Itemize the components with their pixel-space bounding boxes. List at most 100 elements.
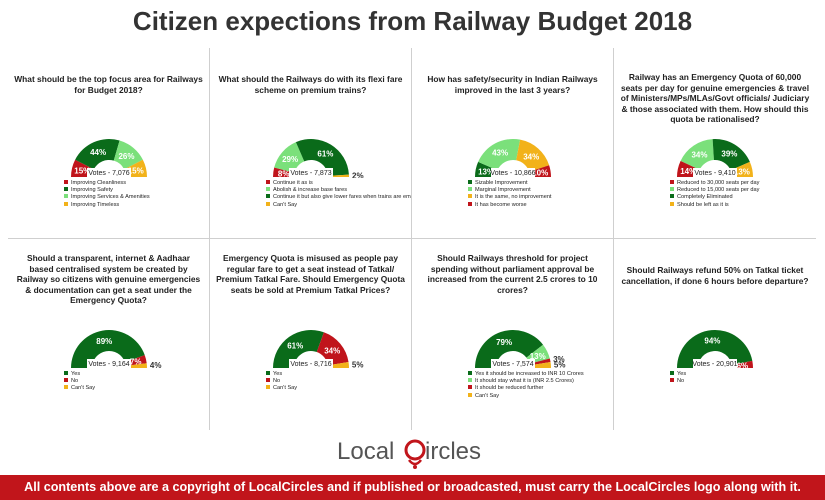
gauge-slice xyxy=(273,330,324,368)
poll-question: Railway has an Emergency Quota of 60,000… xyxy=(620,72,810,124)
legend-label: Can't Say xyxy=(273,201,298,208)
gauge-chart: 15% 44% 26% 15%Votes - 7,076 xyxy=(71,139,147,177)
poll-question: Should Railways threshold for project sp… xyxy=(427,253,598,295)
legend-label: Yes xyxy=(71,371,81,377)
votes-backdrop xyxy=(289,359,333,368)
chart-legend: Yes No Can't Say xyxy=(266,371,297,393)
poll-question: Emergency Quota is misused as people pay… xyxy=(216,253,405,295)
legend-swatch xyxy=(468,378,472,383)
legend-item: It should stay what it is (INR 2.5 Crore… xyxy=(468,378,584,385)
slice-percent-label: 3% xyxy=(553,355,565,364)
legend-swatch xyxy=(468,187,472,192)
votes-label: Votes - 20,901 xyxy=(692,361,737,368)
poll-panel-2: What should the Railways do with its fle… xyxy=(210,48,412,239)
chart-legend: Continue it as is Abolish & increase base… xyxy=(266,180,412,209)
poll-panel-1: What should be the top focus area for Ra… xyxy=(8,48,210,239)
poll-panel-3: How has safety/security in Indian Railwa… xyxy=(412,48,614,239)
legend-item: Improving Cleanliness xyxy=(64,180,150,187)
legend-swatch xyxy=(64,187,68,192)
legend-label: No xyxy=(677,378,685,385)
gauge-slice xyxy=(113,140,143,170)
legend-item: It is the same, no improvement xyxy=(468,194,551,201)
slice-percent-label: 2% xyxy=(352,172,364,178)
gauge-slice xyxy=(475,329,544,368)
legend-swatch xyxy=(266,180,270,184)
gauge-slice xyxy=(731,360,753,368)
gauge-slice xyxy=(125,363,147,368)
legend-swatch xyxy=(64,194,68,199)
legend-label: Continue it as is xyxy=(273,180,313,186)
legend-item: Yes xyxy=(266,371,297,378)
slice-percent-label: 39% xyxy=(721,150,737,159)
slice-percent-label: 8% xyxy=(278,170,290,178)
slice-percent-label: 94% xyxy=(704,337,720,346)
slice-percent-label: 4% xyxy=(150,361,162,369)
votes-backdrop xyxy=(491,359,535,368)
votes-label: Votes - 7,574 xyxy=(492,361,533,368)
legend-item: Yes xyxy=(670,371,686,378)
legend-item: Improving Services & Amenities xyxy=(64,194,150,201)
slice-percent-label: 44% xyxy=(90,148,106,157)
legend-swatch xyxy=(670,201,674,206)
legend-item: No xyxy=(670,378,686,385)
votes-backdrop xyxy=(87,168,131,177)
legend-swatch xyxy=(468,371,472,375)
legend-item: It should be reduced further xyxy=(468,385,584,392)
legend-swatch xyxy=(468,201,472,206)
legend-swatch xyxy=(670,180,674,184)
poll-question: What should the Railways do with its fle… xyxy=(218,74,403,95)
slice-percent-label: 10% xyxy=(532,169,548,178)
gauge-slice xyxy=(316,332,349,366)
legend-item: Yes it should be increased to INR 10 Cro… xyxy=(468,371,584,378)
legend-label: Improving Services & Amenities xyxy=(71,194,150,201)
legend-item: Abolish & increase base fares xyxy=(266,187,411,194)
legend-swatch xyxy=(670,371,674,375)
slice-percent-label: 15% xyxy=(128,167,144,176)
gauge-slice xyxy=(295,139,349,176)
legend-swatch xyxy=(468,385,472,390)
slice-percent-label: 15% xyxy=(74,167,90,176)
poll-panel-6: Emergency Quota is misused as people pay… xyxy=(210,239,412,430)
slice-percent-label: 34% xyxy=(324,347,340,356)
gauge-slice xyxy=(327,362,349,368)
slice-percent-label: 43% xyxy=(492,149,508,158)
slice-percent-label: 5% xyxy=(352,361,364,370)
legend-swatch xyxy=(670,194,674,199)
votes-backdrop xyxy=(491,168,535,177)
legend-swatch xyxy=(266,371,270,375)
slice-percent-label: 34% xyxy=(691,150,707,159)
page-title: Citizen expections from Railway Budget 2… xyxy=(132,6,693,36)
legend-label: Should be left as it is xyxy=(677,201,729,208)
legend-swatch xyxy=(468,194,472,199)
legend-label: No xyxy=(273,378,281,385)
legend-swatch xyxy=(468,180,472,184)
legend-item: Can't Say xyxy=(64,385,95,392)
copyright-footer: All contents above are a copyright of Lo… xyxy=(0,475,825,500)
slice-percent-label: 13% xyxy=(734,167,750,176)
slice-percent-label: 89% xyxy=(96,337,112,346)
gauge-chart: 8% 29% 61% 2% Votes - 7,873 xyxy=(273,139,364,178)
legend-swatch xyxy=(266,194,270,199)
legend-swatch xyxy=(64,385,68,390)
legend-item: Can't Say xyxy=(468,392,584,400)
gauge-chart: 89% 7% 4% Votes - 9,164 xyxy=(71,330,162,369)
gauge-chart: 13% 43% 34% 10%Votes - 10,866 xyxy=(475,139,551,178)
votes-label: Votes - 9,164 xyxy=(88,361,129,368)
chart-legend: Sizable Improvement Marginal Improvement I… xyxy=(468,180,551,209)
slice-percent-label: 6% xyxy=(737,361,749,369)
poll-panel-5: Should a transparent, internet & Aadhaar… xyxy=(8,239,210,430)
legend-label: Improving Cleanliness xyxy=(71,180,127,186)
legend-label: Abolish & increase base fares xyxy=(273,187,348,194)
legend-swatch xyxy=(266,201,270,206)
legend-label: Yes it should be increased to INR 10 Cro… xyxy=(475,371,584,377)
gauge-slice xyxy=(71,330,145,368)
legend-label: Continue it but also give lower fares wh… xyxy=(273,194,412,201)
legend-label: Marginal Improvement xyxy=(475,187,531,194)
gauge-slice xyxy=(516,139,550,172)
slice-percent-label: 34% xyxy=(523,152,539,161)
votes-label: Votes - 7,076 xyxy=(88,170,129,177)
gauge-chart: 79% 13% 3%5% Votes - 7,574 xyxy=(475,329,565,369)
logo-pin-icon xyxy=(404,439,425,469)
legend-item: Can't Say xyxy=(266,385,297,392)
votes-backdrop xyxy=(87,359,131,368)
